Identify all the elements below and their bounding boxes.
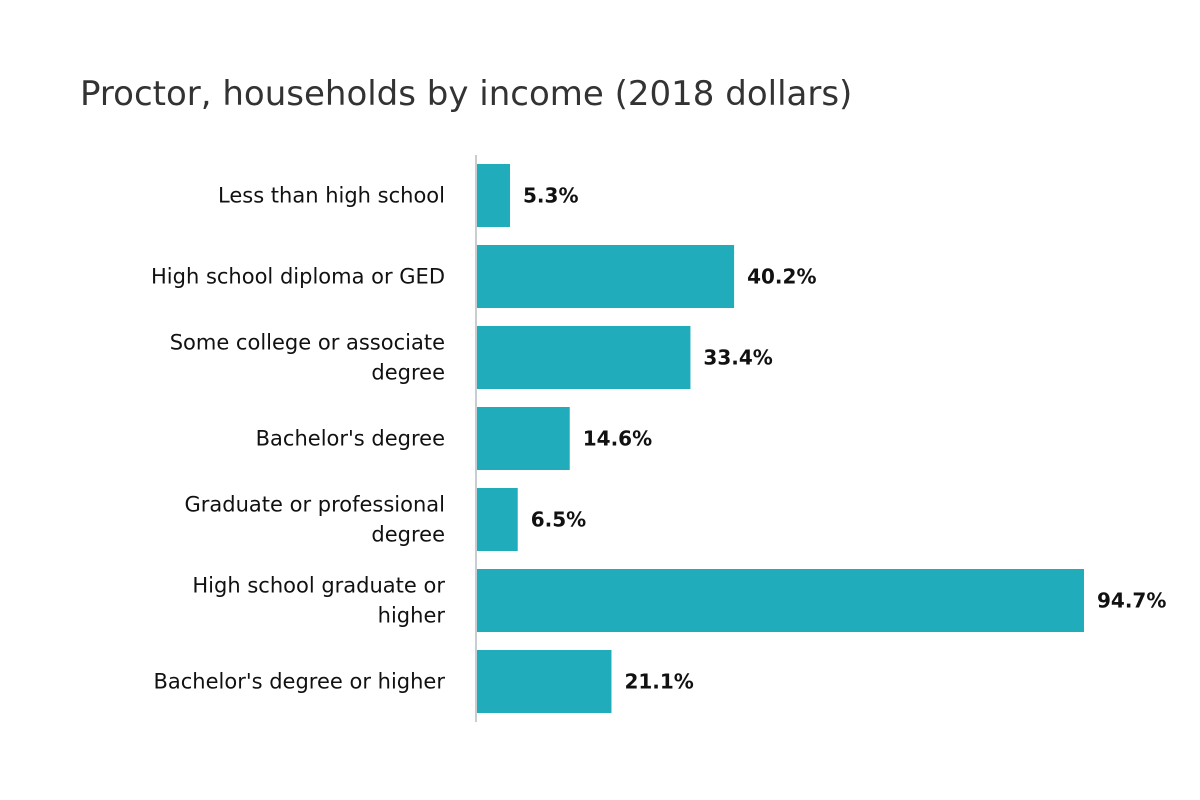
bar-bachelor-s-degree-or-higher: [476, 650, 612, 713]
category-label-bachelor-s-degree: Bachelor's degree: [256, 427, 445, 451]
bar-graduate-or-professional-degree: [476, 488, 518, 551]
value-label-graduate-or-professional-degree: 6.5%: [531, 508, 586, 532]
category-label-some-college-or-associate-degree: Some college or associate degree: [170, 331, 445, 385]
bar-bachelor-s-degree: [476, 407, 570, 470]
category-label-less-than-high-school: Less than high school: [218, 184, 445, 208]
category-label-graduate-or-professional-degree: Graduate or professional degree: [184, 493, 445, 547]
bars-layer: [476, 164, 1084, 713]
value-label-less-than-high-school: 5.3%: [523, 184, 578, 208]
value-label-high-school-diploma-or-ged: 40.2%: [747, 265, 816, 289]
value-label-high-school-graduate-or-higher: 94.7%: [1097, 589, 1166, 613]
bar-less-than-high-school: [476, 164, 511, 227]
chart-title: Proctor, households by income (2018 doll…: [80, 74, 853, 114]
value-label-some-college-or-associate-degree: 33.4%: [703, 346, 772, 370]
category-label-high-school-graduate-or-higher: High school graduate or higher: [192, 574, 445, 628]
bar-high-school-graduate-or-higher: [476, 569, 1084, 632]
bar-some-college-or-associate-degree: [476, 326, 691, 389]
category-label-high-school-diploma-or-ged: High school diploma or GED: [151, 265, 445, 289]
category-label-bachelor-s-degree-or-higher: Bachelor's degree or higher: [153, 670, 445, 694]
value-label-bachelor-s-degree-or-higher: 21.1%: [624, 670, 693, 694]
value-label-bachelor-s-degree: 14.6%: [583, 427, 652, 451]
bar-high-school-diploma-or-ged: [476, 245, 735, 308]
labels-layer: 5.3% Less than high school 40.2% High schoo…: [151, 184, 1166, 694]
